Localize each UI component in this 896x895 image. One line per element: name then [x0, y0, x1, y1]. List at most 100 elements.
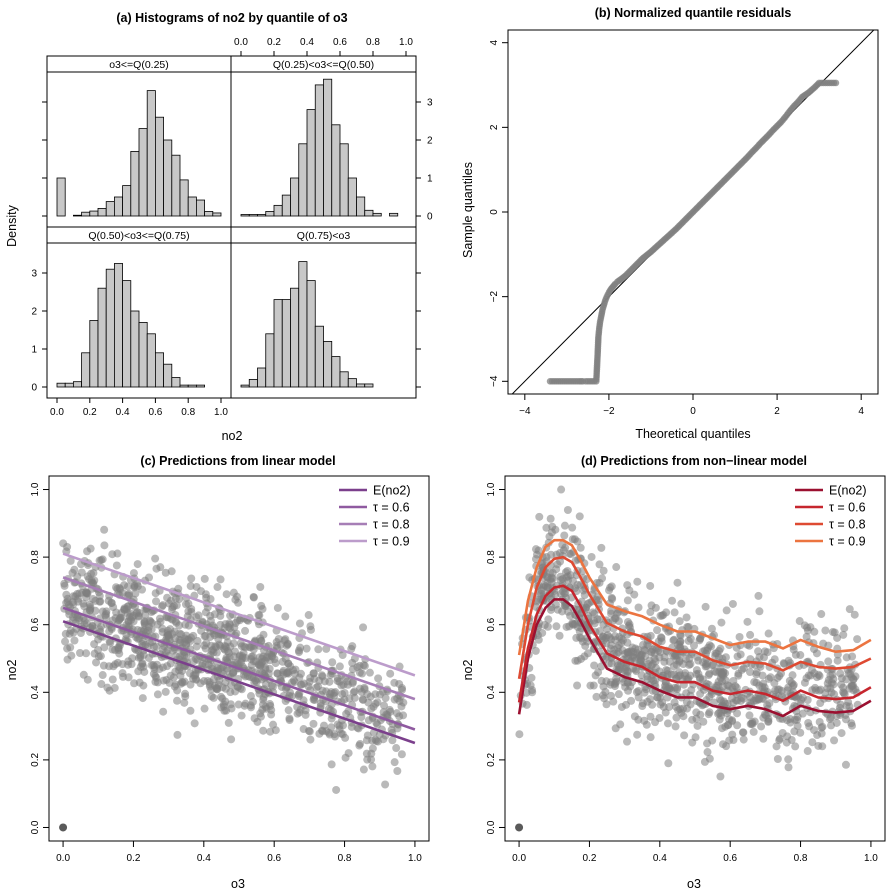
scatter-point — [633, 730, 642, 739]
scatter-point — [761, 711, 770, 720]
scatter-point — [672, 702, 681, 711]
scatter-point — [560, 521, 569, 530]
scatter-point — [646, 581, 655, 590]
scatter-point — [187, 574, 196, 583]
scatter-point — [305, 727, 314, 736]
scatter-point — [99, 661, 108, 670]
x-tick-label: 1.0 — [864, 853, 878, 864]
scatter-point — [327, 687, 336, 696]
scatter-point — [151, 677, 160, 686]
scatter-point — [164, 631, 173, 640]
legend-label: τ = 0.9 — [373, 535, 410, 549]
scatter-point — [62, 590, 71, 599]
scatter-point — [131, 589, 140, 598]
scatter-point — [118, 669, 127, 678]
scatter-point — [315, 729, 324, 738]
scatter-point — [328, 658, 337, 667]
series-line — [62, 620, 416, 745]
scatter-point — [248, 697, 257, 706]
panel-c-linear-model: (c) Predictions from linear model o3 no2… — [5, 454, 430, 891]
scatter-point — [224, 718, 233, 727]
histogram-bar — [248, 378, 258, 388]
scatter-point — [309, 719, 318, 728]
scatter-point — [234, 598, 243, 607]
scatter-point — [360, 661, 369, 670]
scatter-point — [343, 677, 352, 686]
scatter-point — [605, 633, 614, 642]
scatter-point — [599, 566, 608, 575]
histogram-bar — [81, 352, 91, 388]
y-tick-label: 0.4 — [486, 685, 497, 699]
scatter-point — [164, 599, 173, 608]
scatter-point — [613, 659, 622, 668]
scatter-point — [75, 616, 84, 625]
scatter-point — [634, 686, 643, 695]
x-tick-label: 1.0 — [399, 37, 413, 48]
x-tick-label: 0.8 — [794, 853, 808, 864]
scatter-point — [67, 651, 76, 660]
x-tick-label: 0.6 — [333, 37, 347, 48]
scatter-point — [786, 718, 795, 727]
scatter-point — [802, 632, 811, 641]
scatter-point — [392, 709, 401, 718]
scatter-point — [646, 712, 655, 721]
histogram-bar — [331, 356, 341, 388]
x-tick-label: 0.0 — [56, 853, 70, 864]
scatter-point — [182, 631, 191, 640]
histogram-bar — [171, 154, 181, 217]
scatter-point — [301, 710, 310, 719]
scatter-point — [234, 700, 243, 709]
scatter-point — [670, 683, 679, 692]
scatter-point — [344, 749, 353, 758]
scatter-point — [131, 602, 140, 611]
scatter-point — [515, 730, 524, 739]
scatter-point — [386, 669, 395, 678]
scatter-point — [61, 629, 70, 638]
scatter-point — [694, 669, 703, 678]
scatter-point — [586, 681, 595, 690]
histogram-bar — [281, 194, 291, 217]
histogram-bar — [364, 209, 374, 217]
scatter-point — [663, 719, 672, 728]
scatter-point — [178, 678, 187, 687]
scatter-point — [672, 655, 681, 664]
scatter-point — [327, 760, 336, 769]
scatter-point — [209, 693, 218, 702]
scatter-point — [138, 694, 147, 703]
scatter-point — [129, 611, 138, 620]
scatter-point — [214, 680, 223, 689]
scatter-point — [74, 597, 83, 606]
scatter-point — [827, 721, 836, 730]
scatter-point — [138, 585, 147, 594]
scatter-point — [682, 698, 691, 707]
scatter-point — [647, 601, 656, 610]
histogram-bar — [187, 196, 197, 217]
y-tick-label: −4 — [489, 375, 500, 387]
scatter-point — [229, 668, 238, 677]
scatter-point — [163, 645, 172, 654]
scatter-point — [534, 546, 543, 555]
scatter-point — [61, 637, 70, 646]
scatter-point — [249, 645, 258, 654]
scatter-point — [653, 626, 662, 635]
scatter-point — [669, 636, 678, 645]
histogram-bar — [154, 116, 164, 217]
series-line — [517, 598, 872, 718]
scatter-point — [729, 676, 738, 685]
scatter-point — [739, 735, 748, 744]
scatter-point — [209, 648, 218, 657]
scatter-point — [837, 729, 846, 738]
scatter-point — [186, 706, 195, 715]
scatter-point — [642, 720, 651, 729]
series-line — [62, 606, 416, 731]
scatter-point — [633, 577, 642, 586]
scatter-point — [68, 568, 77, 577]
scatter-point — [841, 760, 850, 769]
scatter-point — [221, 678, 230, 687]
scatter-point — [578, 637, 587, 646]
scatter-point — [152, 564, 161, 573]
scatter-point — [766, 673, 775, 682]
scatter-point — [803, 747, 812, 756]
scatter-point — [249, 593, 258, 602]
scatter-point — [722, 606, 731, 615]
